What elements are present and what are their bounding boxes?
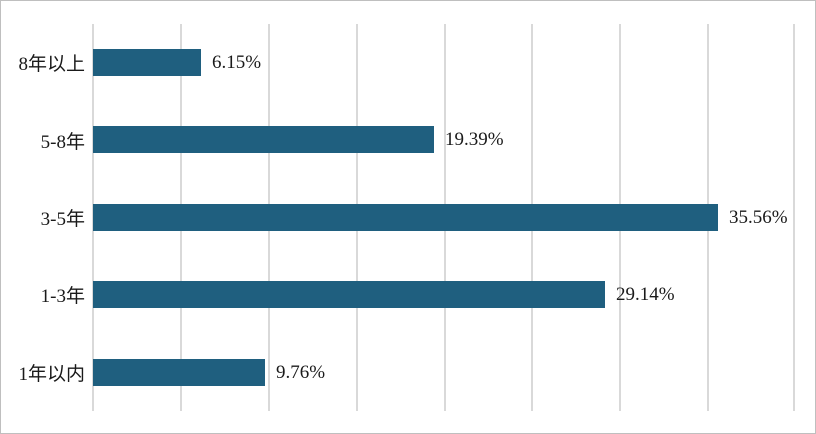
value-label: 9.76% — [276, 361, 326, 383]
category-axis: 8年以上 5-8年 3-5年 1-3年 1年以内 — [1, 24, 85, 411]
category-label: 3-5年 — [40, 208, 85, 230]
gridline — [793, 24, 795, 411]
bar — [93, 281, 605, 309]
bar — [93, 49, 201, 76]
category-label: 8年以上 — [18, 54, 85, 76]
value-label: 35.56% — [729, 206, 788, 228]
category-label: 1年以内 — [18, 363, 85, 385]
bar-row: 35.56% — [92, 179, 795, 256]
bar-row: 6.15% — [92, 24, 795, 101]
bar-row: 9.76% — [92, 334, 795, 411]
value-label: 6.15% — [212, 52, 262, 73]
value-label: 19.39% — [445, 129, 504, 151]
bar-row: 19.39% — [92, 101, 795, 178]
category-label: 1-3年 — [40, 286, 85, 308]
category-label: 5-8年 — [40, 131, 85, 153]
bar-row: 29.14% — [92, 256, 795, 333]
bar — [93, 126, 434, 154]
bar — [93, 203, 718, 231]
bar — [93, 358, 265, 386]
value-label: 29.14% — [616, 284, 675, 306]
plot-area: 6.15% 19.39% 35.56% 29.14% 9.76% — [92, 24, 795, 411]
